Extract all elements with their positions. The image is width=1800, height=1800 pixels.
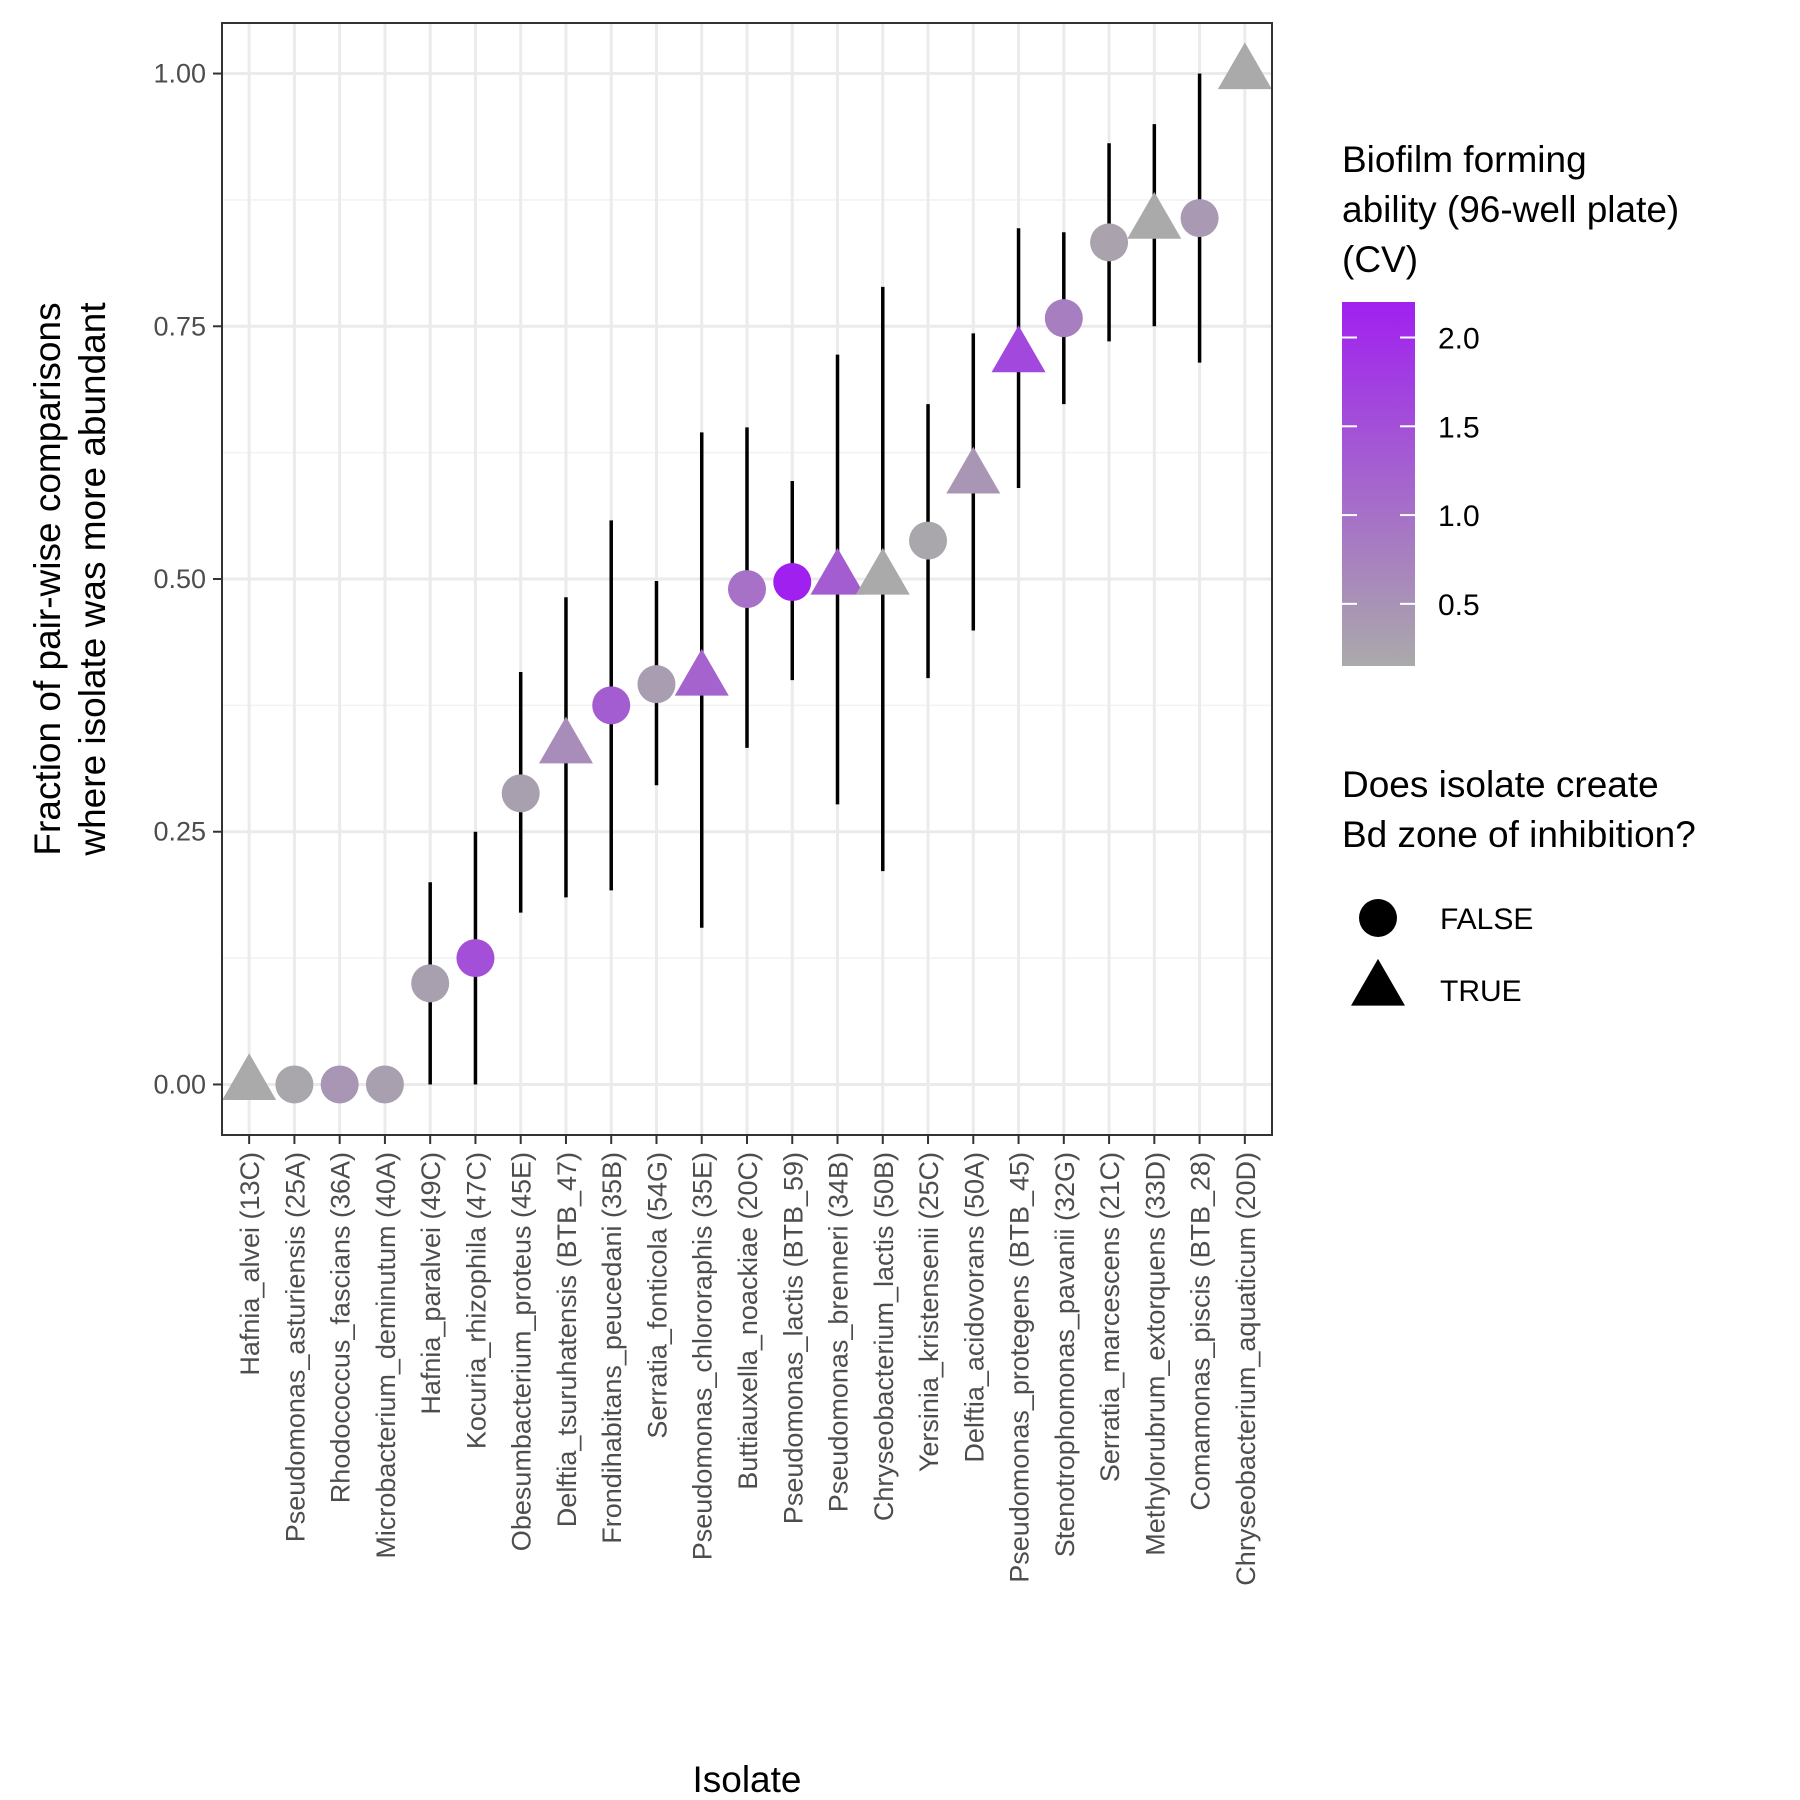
data-point-circle: [909, 521, 948, 560]
colorbar-tick-label: 2.0: [1438, 323, 1480, 356]
y-tick-label: 0.75: [153, 311, 206, 341]
y-axis-title: Fraction of pair-wise comparisons: [27, 302, 68, 855]
color-legend-title: Biofilm forming: [1342, 139, 1587, 180]
data-point-triangle: [674, 648, 729, 696]
x-tick-label: Chryseobacterium_aquaticum (20D): [1231, 1152, 1261, 1586]
data-point-triangle: [1217, 42, 1272, 90]
data-point-circle: [592, 686, 631, 725]
data-point-circle: [411, 964, 450, 1003]
x-tick-label: Methylorubrum_extorquens (33D): [1140, 1152, 1170, 1556]
shape-legend-label: TRUE: [1440, 975, 1522, 1008]
x-tick-label: Frondihabitans_peucedani (35B): [597, 1152, 627, 1544]
data-point-triangle: [538, 716, 593, 764]
y-tick-label: 0.50: [153, 564, 206, 594]
y-axis-title: where isolate was more abundant: [72, 302, 113, 857]
data-point-triangle: [991, 325, 1046, 373]
y-tick-label: 0.25: [153, 817, 206, 847]
x-tick-label: Microbacterium_deminutum (40A): [371, 1152, 401, 1559]
x-tick-label: Yersinia_kristensenii (25C): [914, 1152, 944, 1472]
shape-legend-label: FALSE: [1440, 903, 1533, 936]
data-point-circle: [501, 774, 540, 813]
x-tick-label: Pseudomonas_lactis (BTB_59): [778, 1152, 808, 1524]
data-point-triangle: [946, 446, 1001, 494]
legend-triangle-key: [1351, 958, 1405, 1006]
data-point-circle: [456, 939, 495, 978]
x-tick-label: Hafnia_alvei (13C): [235, 1152, 265, 1376]
legend-circle-key: [1359, 899, 1397, 937]
x-tick-label: Comamonas_piscis (BTB_28): [1186, 1152, 1216, 1511]
colorbar-tick-label: 1.5: [1438, 411, 1480, 444]
data-point-circle: [1090, 223, 1129, 262]
data-point-circle: [320, 1065, 359, 1104]
x-axis-title: Isolate: [692, 1759, 801, 1800]
data-point-triangle: [222, 1053, 277, 1101]
data-point-circle: [1044, 299, 1083, 338]
x-tick-label: Chryseobacterium_lactis (50B): [869, 1152, 899, 1521]
data-point-circle: [365, 1065, 404, 1104]
y-tick-label: 0.00: [153, 1069, 206, 1099]
data-point-circle: [637, 665, 676, 704]
x-tick-label: Delftia_tsuruhatensis (BTB_47): [552, 1152, 582, 1527]
x-tick-label: Serratia_marcescens (21C): [1095, 1152, 1125, 1482]
x-tick-label: Hafnia_paralvei (49C): [416, 1152, 446, 1415]
data-point-circle: [1180, 199, 1219, 238]
x-tick-label: Serratia_fonticola (54G): [642, 1152, 672, 1439]
colorbar-tick-label: 1.0: [1438, 500, 1480, 533]
color-legend-title: ability (96-well plate): [1342, 189, 1679, 230]
x-tick-label: Pseudomonas_asturiensis (25A): [280, 1152, 310, 1542]
x-tick-label: Pseudomonas_chlororaphis (35E): [688, 1152, 718, 1560]
data-point-circle: [728, 570, 766, 609]
data-point-circle: [773, 563, 812, 602]
x-tick-label: Pseudomonas_brenneri (34B): [824, 1152, 854, 1512]
data-point-triangle: [810, 547, 865, 595]
data-point-circle: [275, 1065, 314, 1104]
color-legend-title: (CV): [1342, 239, 1418, 280]
x-tick-label: Delftia_acidovorans (50A): [959, 1152, 989, 1463]
x-tick-label: Buttiauxella_noackiae (20C): [733, 1152, 763, 1490]
x-tick-label: Rhodococcus_fascians (36A): [326, 1152, 356, 1503]
x-tick-label: Kocuria_rhizophila (47C): [461, 1152, 491, 1449]
x-tick-label: Stenotrophomonas_pavanii (32G): [1050, 1152, 1080, 1557]
x-tick-label: Pseudomonas_protegens (BTB_45): [1005, 1152, 1035, 1583]
y-tick-label: 1.00: [153, 59, 206, 89]
x-tick-label: Obesumbacterium_proteus (45E): [507, 1152, 537, 1551]
data-point-triangle: [1127, 191, 1182, 239]
shape-legend-title: Does isolate create: [1342, 764, 1659, 805]
colorbar: [1342, 302, 1415, 666]
data-point-triangle: [855, 547, 910, 595]
shape-legend-title: Bd zone of inhibition?: [1342, 814, 1696, 855]
colorbar-tick-label: 0.5: [1438, 589, 1480, 622]
